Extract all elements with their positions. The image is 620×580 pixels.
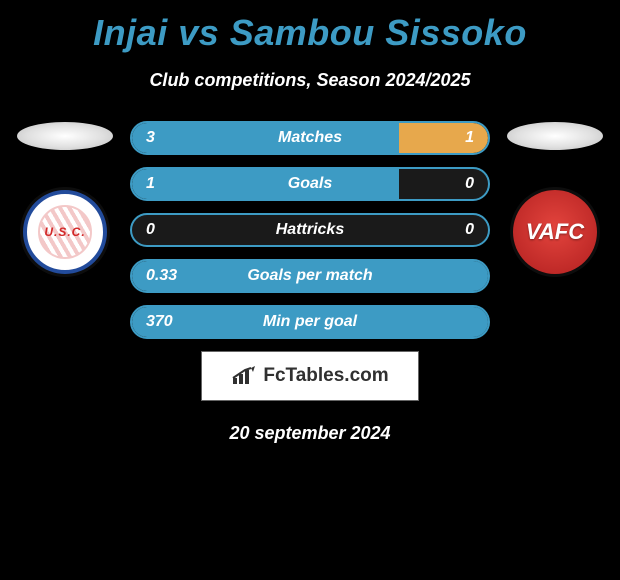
stat-label: Matches: [132, 123, 488, 153]
subtitle: Club competitions, Season 2024/2025: [0, 70, 620, 91]
stat-row: 370Min per goal: [130, 305, 490, 339]
bar-chart-icon: [231, 366, 257, 386]
club-badge-left: U.S.C.: [23, 190, 107, 274]
stat-row: 31Matches: [130, 121, 490, 155]
stat-row: 0.33Goals per match: [130, 259, 490, 293]
player-right-column: VAFC: [500, 122, 610, 274]
stats-container: 31Matches 10Goals 00Hattricks 0.33Goals per…: [130, 121, 490, 339]
stat-label: Min per goal: [132, 307, 488, 337]
player-left-avatar-placeholder: [17, 122, 113, 150]
stat-row: 00Hattricks: [130, 213, 490, 247]
player-left-column: U.S.C.: [10, 122, 120, 274]
brand-box[interactable]: FcTables.com: [201, 351, 419, 401]
stat-label: Hattricks: [132, 215, 488, 245]
player-right-avatar-placeholder: [507, 122, 603, 150]
stat-label: Goals per match: [132, 261, 488, 291]
brand-text: FcTables.com: [263, 365, 388, 387]
stat-row: 10Goals: [130, 167, 490, 201]
date-text: 20 september 2024: [0, 423, 620, 444]
club-badge-right: VAFC: [513, 190, 597, 274]
stat-label: Goals: [132, 169, 488, 199]
club-badge-left-abbr: U.S.C.: [44, 225, 85, 239]
club-badge-right-abbr: VAFC: [526, 219, 584, 245]
page-title: Injai vs Sambou Sissoko: [0, 0, 620, 54]
